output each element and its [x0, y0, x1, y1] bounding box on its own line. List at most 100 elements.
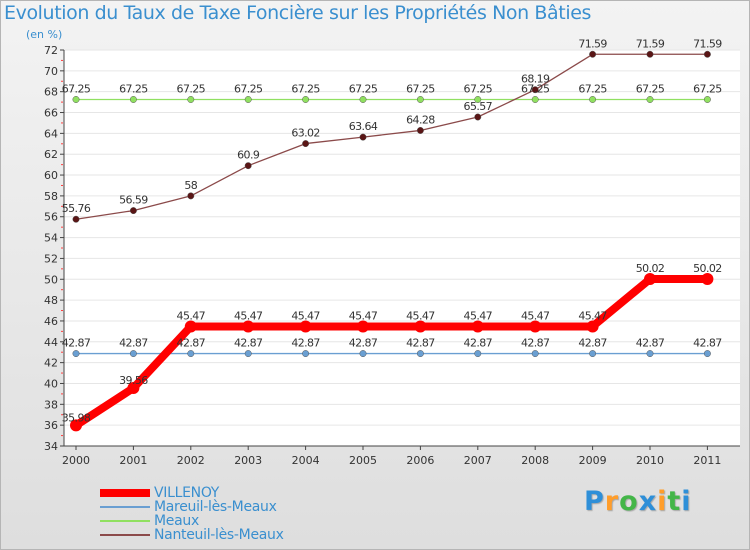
data-label-2: 67.25 — [62, 83, 91, 96]
data-label-3: 55.76 — [62, 202, 91, 215]
y-tick-label: 38 — [44, 398, 58, 411]
data-label-2: 67.25 — [119, 83, 148, 96]
data-point-0 — [586, 320, 599, 333]
data-point-1 — [244, 350, 252, 358]
data-point-0 — [644, 273, 656, 286]
y-tick-label: 54 — [44, 232, 58, 245]
data-label-2: 67.25 — [177, 83, 206, 96]
y-tick-label: 42 — [44, 357, 58, 370]
legend-swatch — [100, 489, 150, 497]
logo-letter: i — [681, 486, 692, 517]
data-point-2 — [646, 96, 654, 103]
data-point-2 — [244, 96, 252, 103]
data-point-1 — [302, 350, 310, 358]
y-tick-label: 36 — [44, 419, 58, 432]
logo-letter: P — [584, 486, 605, 517]
data-point-3 — [589, 50, 597, 58]
logo-letter: i — [657, 486, 668, 517]
data-point-0 — [127, 382, 140, 395]
plot-area — [64, 50, 740, 446]
y-tick-label: 64 — [44, 127, 58, 140]
data-label-1: 42.87 — [234, 337, 263, 350]
logo-letter: o — [619, 486, 639, 517]
data-point-2 — [72, 96, 80, 103]
data-label-0: 45.47 — [406, 309, 435, 322]
data-point-2 — [302, 96, 310, 103]
data-label-3: 58 — [184, 179, 197, 192]
x-tick-label: 2010 — [636, 454, 664, 467]
y-tick-label: 46 — [44, 315, 58, 328]
data-label-3: 71.59 — [636, 37, 665, 50]
x-tick-label: 2007 — [464, 454, 492, 467]
data-point-1 — [416, 350, 424, 358]
data-label-3: 68.19 — [521, 73, 550, 86]
chart-title: Evolution du Taux de Taxe Foncière sur l… — [4, 2, 592, 24]
legend-swatch — [100, 534, 150, 536]
data-label-2: 67.25 — [521, 83, 550, 96]
logo-letter: r — [604, 486, 620, 517]
data-label-3: 71.59 — [693, 37, 722, 50]
data-point-3 — [646, 50, 654, 58]
data-label-0: 45.47 — [521, 309, 550, 322]
data-label-2: 67.25 — [693, 83, 722, 96]
y-tick-label: 52 — [44, 252, 58, 265]
y-tick-label: 60 — [44, 169, 58, 182]
data-label-0: 45.47 — [291, 309, 320, 322]
data-label-3: 63.02 — [291, 127, 320, 140]
data-label-0: 39.56 — [119, 374, 148, 387]
y-tick-label: 34 — [44, 440, 58, 453]
data-label-1: 42.87 — [62, 337, 91, 350]
data-label-2: 67.25 — [349, 83, 378, 96]
data-point-3 — [474, 113, 482, 121]
x-tick-label: 2002 — [177, 454, 205, 467]
series-line-0 — [73, 275, 708, 429]
legend-label: Meaux — [154, 513, 199, 529]
legend-label: Nanteuil-lès-Meaux — [154, 527, 284, 543]
x-tick-label: 2009 — [579, 454, 607, 467]
data-point-0 — [471, 320, 484, 333]
logo-letter: x — [638, 486, 658, 517]
x-tick-label: 2011 — [693, 454, 721, 467]
data-point-3 — [703, 50, 711, 58]
data-point-3 — [244, 162, 252, 170]
data-point-0 — [414, 320, 427, 333]
data-label-1: 42.87 — [464, 337, 493, 350]
data-point-1 — [646, 350, 654, 358]
data-label-1: 42.87 — [119, 337, 148, 350]
data-point-2 — [129, 96, 137, 103]
data-point-1 — [359, 350, 367, 358]
data-point-0 — [70, 419, 82, 432]
y-axis-unit: (en %) — [26, 28, 63, 41]
data-point-0 — [529, 320, 542, 333]
data-point-0 — [701, 273, 714, 286]
y-tick-label: 70 — [44, 65, 58, 78]
data-label-0: 50.02 — [636, 262, 665, 275]
data-point-2 — [187, 96, 195, 103]
data-label-1: 42.87 — [521, 337, 550, 350]
data-point-0 — [299, 320, 312, 333]
data-label-0: 45.47 — [177, 309, 206, 322]
data-label-0: 35.98 — [62, 411, 91, 424]
data-label-2: 67.25 — [234, 83, 263, 96]
data-label-3: 60.9 — [237, 149, 260, 162]
data-point-3 — [72, 215, 80, 223]
data-point-0 — [242, 320, 255, 333]
data-label-1: 42.87 — [349, 337, 378, 350]
data-point-2 — [531, 96, 539, 103]
data-point-1 — [187, 350, 195, 358]
data-label-2: 67.25 — [636, 83, 665, 96]
data-point-3 — [416, 127, 424, 134]
data-label-1: 42.87 — [636, 337, 665, 350]
series-line-3 — [75, 53, 708, 220]
legend-label: VILLENOY — [154, 485, 220, 501]
data-label-1: 42.87 — [693, 337, 722, 350]
proxiti-logo: Proxiti — [584, 486, 692, 517]
data-point-2 — [359, 96, 367, 103]
data-label-3: 71.59 — [578, 37, 607, 50]
data-label-2: 67.25 — [464, 83, 493, 96]
y-tick-label: 72 — [44, 44, 58, 57]
x-tick-label: 2004 — [292, 454, 320, 467]
data-label-3: 64.28 — [406, 113, 435, 126]
x-tick-label: 2006 — [406, 454, 434, 467]
